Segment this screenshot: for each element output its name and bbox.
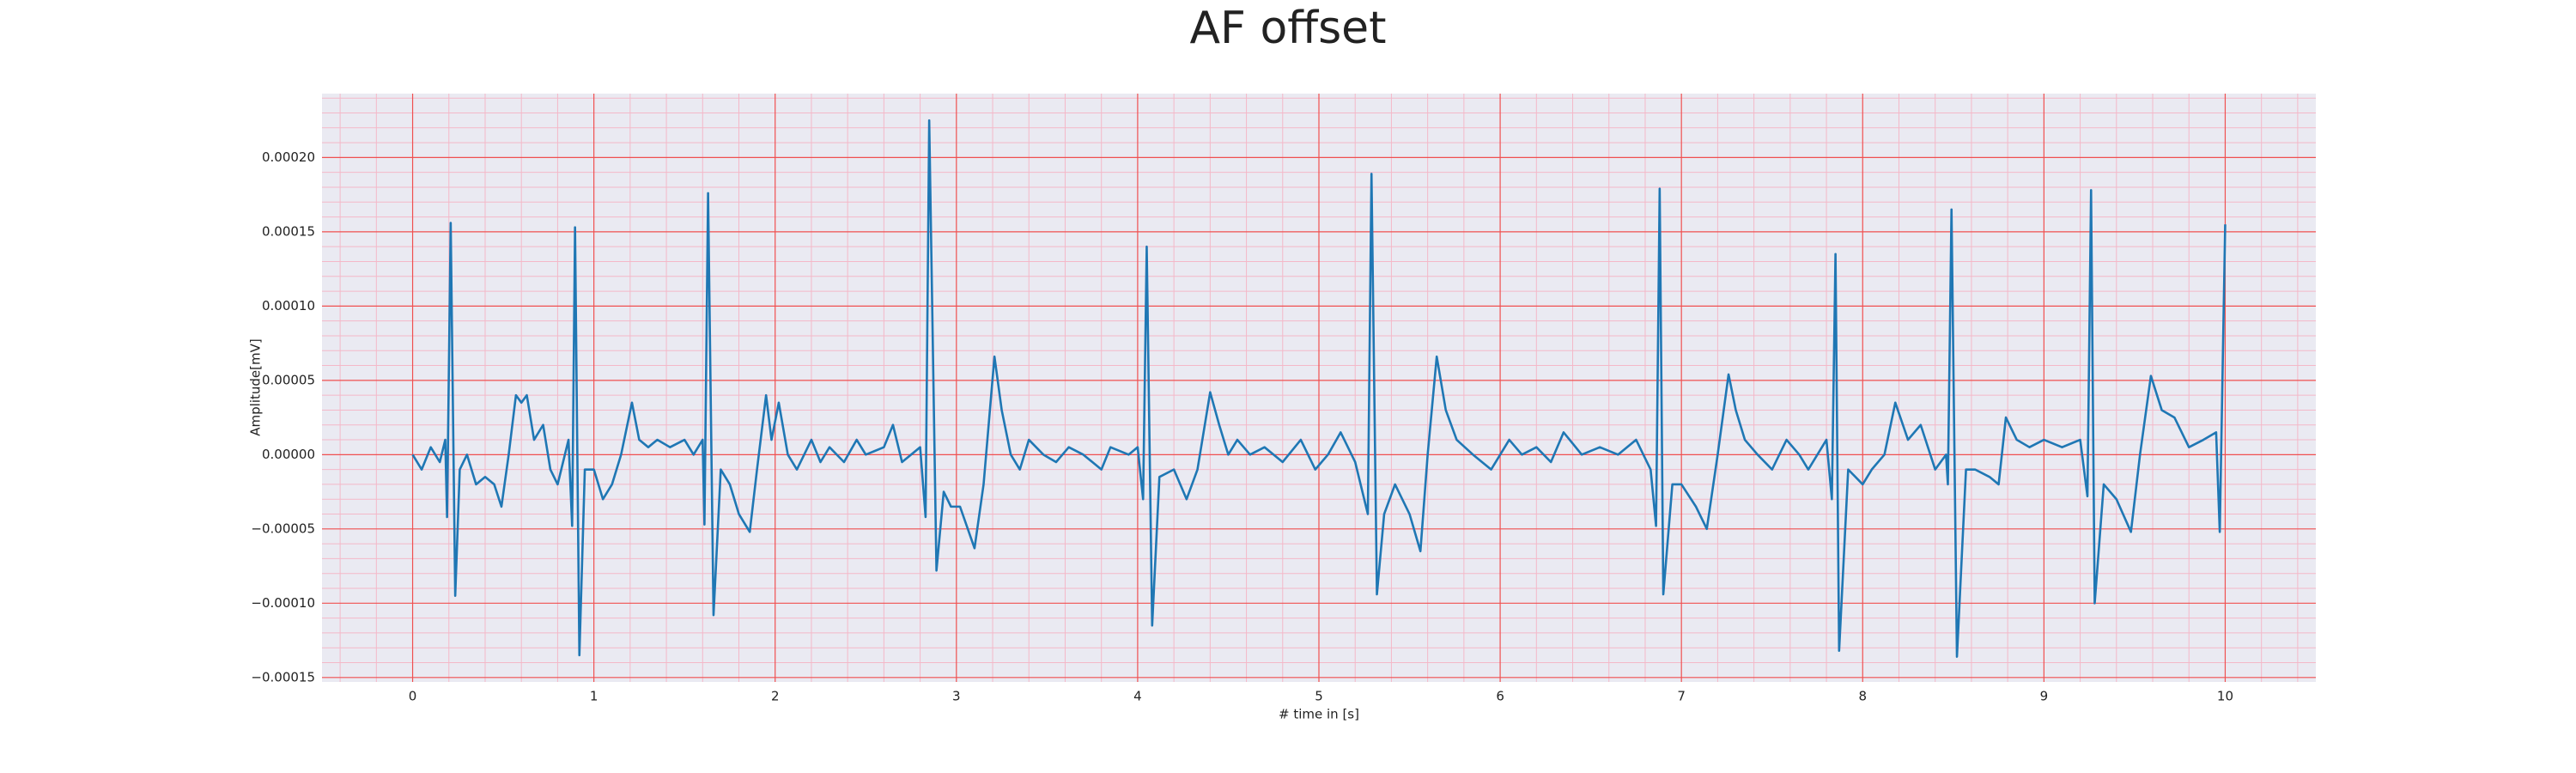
x-axis-label: # time in [s]: [1279, 707, 1359, 722]
x-tick-label: 4: [1133, 689, 1142, 704]
x-tick-label: 6: [1496, 689, 1504, 704]
signal-line: [411, 119, 2227, 658]
y-axis-label: Amplitude[mV]: [248, 338, 264, 435]
y-tick-label: 0.00020: [262, 149, 315, 165]
x-tick-label: 10: [2217, 689, 2233, 704]
x-tick-label: 1: [590, 689, 598, 704]
x-tick-label: 2: [771, 689, 780, 704]
y-tick-label: 0.00015: [262, 223, 315, 239]
y-tick-label: 0.00010: [262, 298, 315, 313]
x-tick-label: 8: [1858, 689, 1867, 704]
y-tick-label: −0.00005: [251, 520, 315, 536]
x-tick-label: 0: [409, 689, 417, 704]
chart-title: AF offset: [1189, 3, 1386, 54]
y-tick-label: −0.00010: [251, 595, 315, 611]
grid: [322, 94, 2316, 682]
y-tick-label: −0.00015: [251, 669, 315, 685]
x-tick-label: 3: [952, 689, 961, 704]
x-tick-label: 9: [2040, 689, 2049, 704]
x-tick-label: 7: [1677, 689, 1686, 704]
y-tick-label: 0.00005: [262, 372, 315, 387]
y-tick-label: 0.00000: [262, 447, 315, 462]
x-tick-label: 5: [1315, 689, 1323, 704]
